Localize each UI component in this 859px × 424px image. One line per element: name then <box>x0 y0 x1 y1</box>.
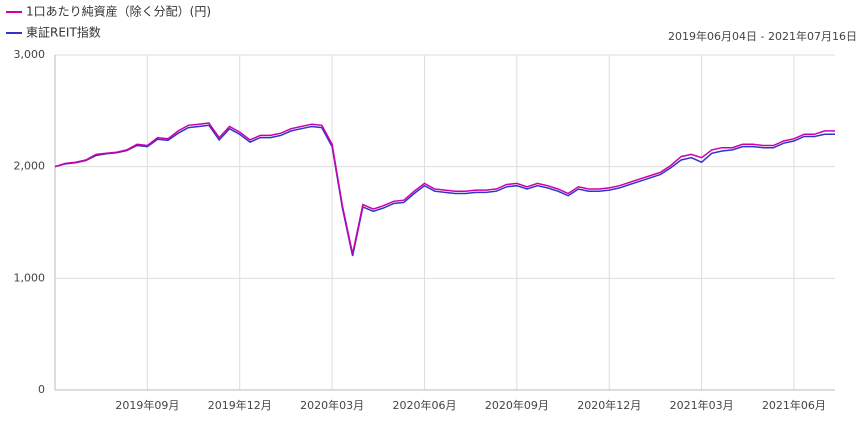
legend-label: 東証REIT指数 <box>26 25 101 40</box>
y-tick-label: 2,000 <box>14 160 46 173</box>
x-tick-label: 2020年09月 <box>485 398 549 412</box>
series-line <box>54 124 835 257</box>
x-tick-label: 2020年12月 <box>577 398 641 412</box>
y-tick-label: 0 <box>38 383 45 396</box>
x-tick-label: 2020年03月 <box>300 398 364 412</box>
legend-label: 1口あたり純資産（除く分配）(円) <box>26 4 211 19</box>
date-range: 2019年06月04日 - 2021年07月16日 <box>668 29 857 43</box>
x-tick-label: 2019年09月 <box>115 398 179 412</box>
x-tick-label: 2021年03月 <box>670 398 734 412</box>
x-tick-label: 2020年06月 <box>392 398 456 412</box>
y-tick-label: 1,000 <box>14 271 46 284</box>
y-tick-label: 3,000 <box>14 48 46 61</box>
x-tick-label: 2021年06月 <box>762 398 826 412</box>
x-tick-label: 2019年12月 <box>208 398 272 412</box>
series-line <box>54 122 835 254</box>
